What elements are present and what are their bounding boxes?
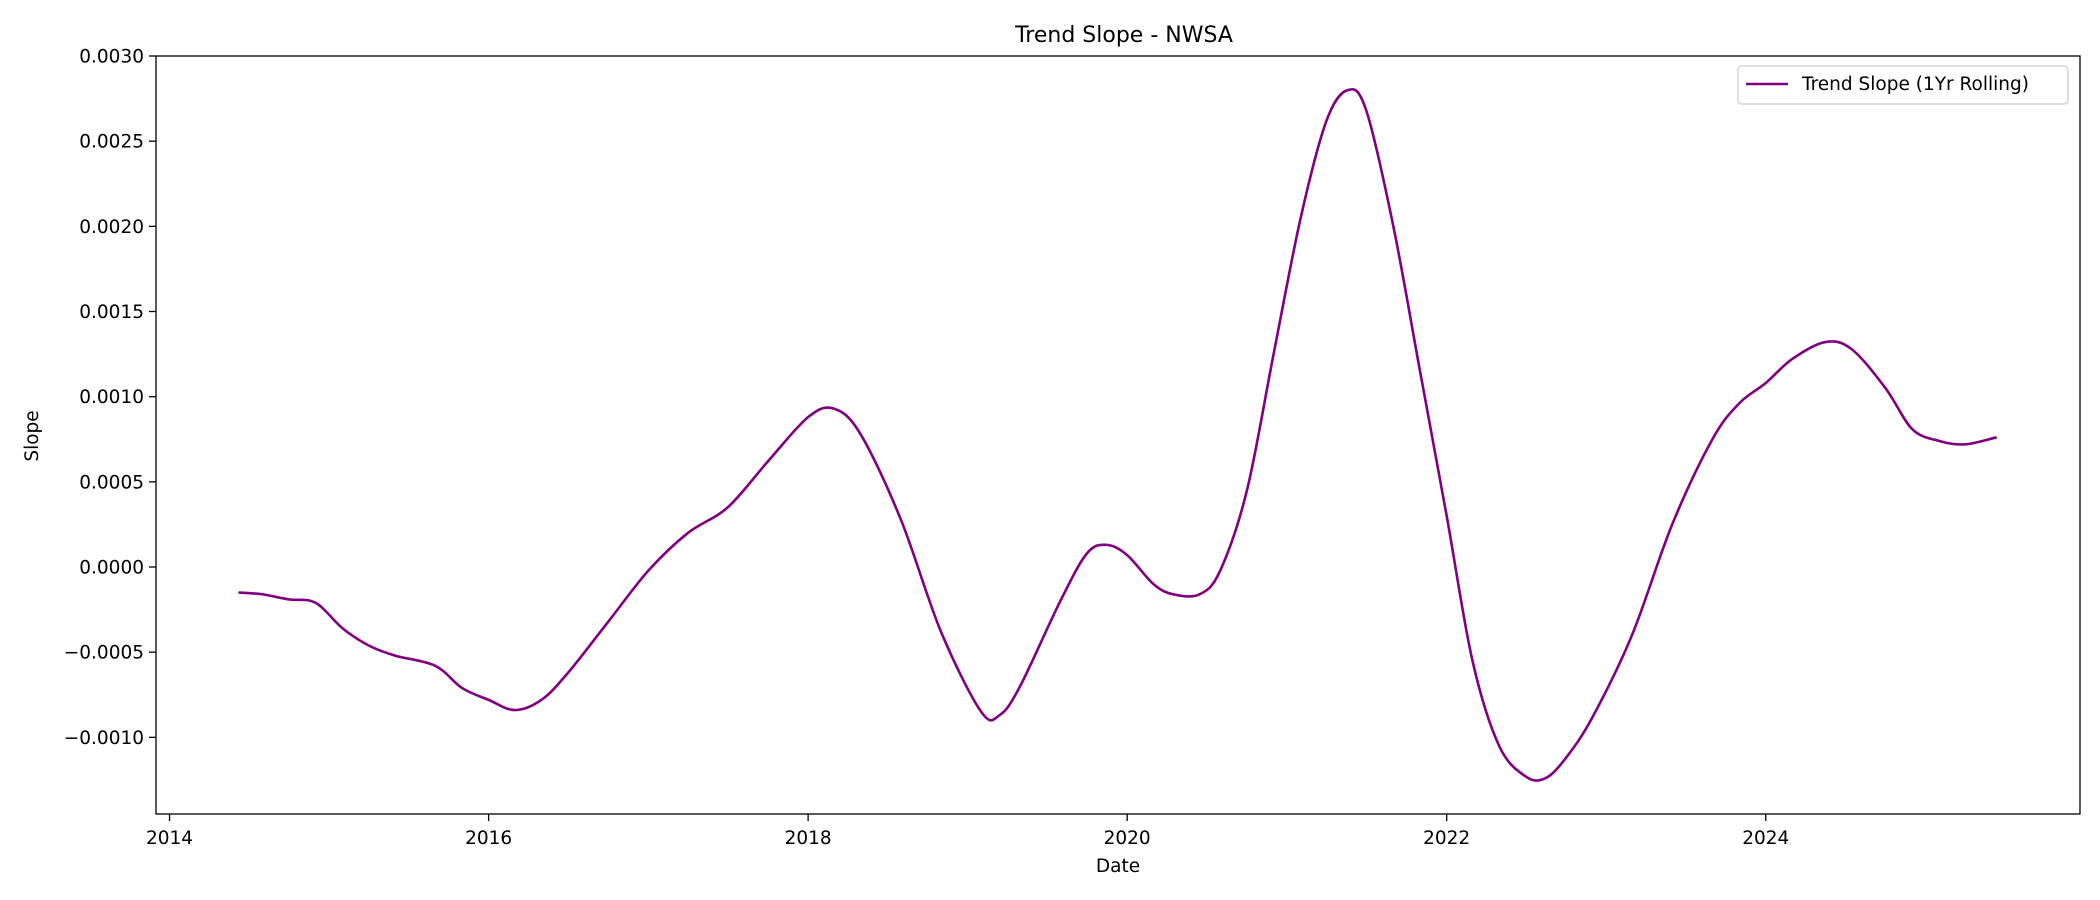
- x-tick-label: 2018: [785, 828, 832, 849]
- plot-area: [155, 55, 2081, 815]
- y-tick-label: 0.0015: [79, 302, 144, 323]
- legend: Trend Slope (1Yr Rolling): [1737, 65, 2069, 105]
- x-tick-label: 2024: [1742, 828, 1789, 849]
- legend-label: Trend Slope (1Yr Rolling): [1801, 74, 2029, 95]
- x-tick-label: 2020: [1104, 828, 1151, 849]
- y-tick-label: 0.0030: [79, 47, 144, 68]
- series-line: [238, 88, 1997, 782]
- y-tick-label: 0.0000: [79, 558, 144, 579]
- legend-box: [1737, 65, 2069, 105]
- y-tick-label: 0.0025: [79, 132, 144, 153]
- y-tick-label: 0.0005: [79, 472, 144, 493]
- x-tick-label: 2022: [1423, 828, 1470, 849]
- x-axis-label: Date: [1096, 856, 1140, 877]
- x-axis: 2014 2016 2018 2020 2022 2024: [146, 814, 1789, 849]
- axes-frame: [155, 55, 2081, 815]
- chart-title: Trend Slope - NWSA: [1014, 23, 1233, 48]
- y-tick-label: −0.0005: [64, 643, 144, 664]
- y-tick-label: −0.0010: [64, 728, 144, 749]
- y-axis: 0.0030 0.0025 0.0020 0.0015 0.0010 0.0005 0.00…: [64, 47, 156, 749]
- x-tick-label: 2016: [465, 828, 512, 849]
- y-tick-label: 0.0020: [79, 217, 144, 238]
- x-tick-label: 2014: [146, 828, 193, 849]
- y-axis-label: Slope: [22, 410, 43, 461]
- y-tick-label: 0.0010: [79, 387, 144, 408]
